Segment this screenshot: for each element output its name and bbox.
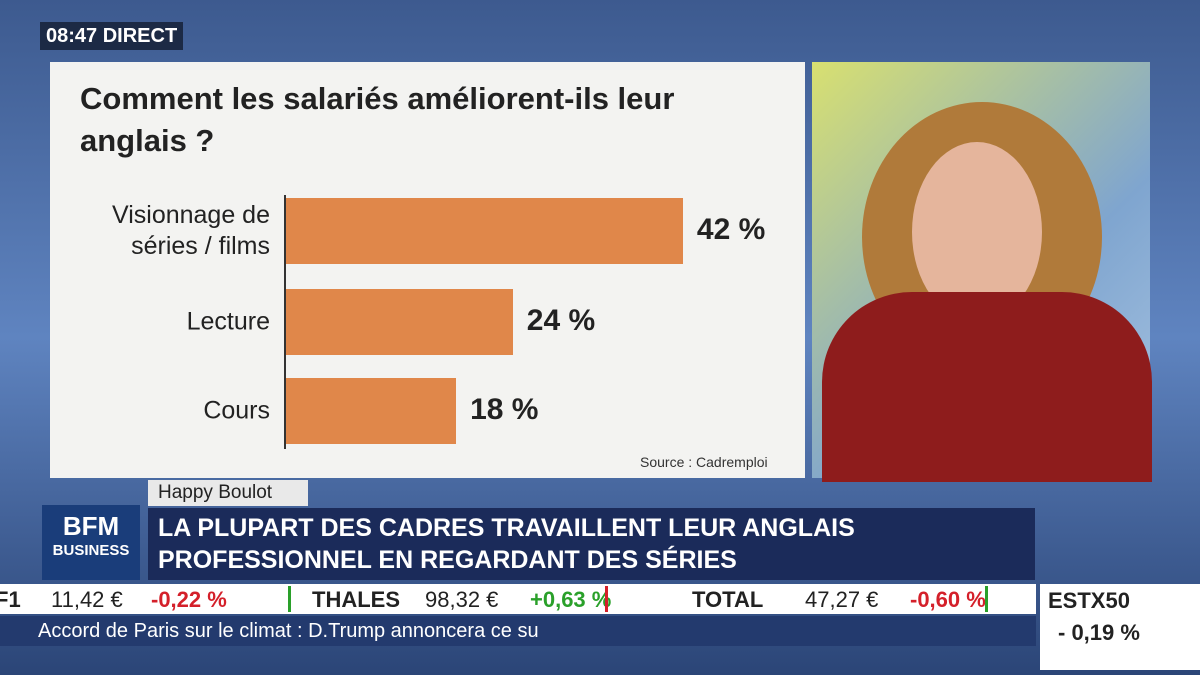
ticker-name: F1 xyxy=(0,587,21,612)
ticker-price: 11,42 € xyxy=(51,587,123,612)
ticker-change: -0,22 % xyxy=(151,587,227,612)
crawler: Accord de Paris sur le climat : D.Trump … xyxy=(0,616,1036,646)
category-label: Visionnage de séries / films xyxy=(111,201,270,260)
index-box: ESTX50 - 0,19 % xyxy=(1040,584,1200,670)
bar xyxy=(286,378,457,444)
logo-line: BFM xyxy=(62,511,120,541)
bar xyxy=(286,289,513,355)
value-axis-line xyxy=(284,195,286,449)
source: Source : Cadremploi xyxy=(640,454,768,470)
ticker-change: +0,63 % xyxy=(530,587,612,612)
chart-title: Comment les salariés améliorent-ils leur… xyxy=(80,81,675,158)
status: DIRECT xyxy=(102,25,178,47)
bar xyxy=(286,198,683,264)
ticker-separator xyxy=(605,586,608,612)
index-name: ESTX50 xyxy=(1048,588,1130,613)
value-label: 42 % xyxy=(696,213,766,246)
value-label: 24 % xyxy=(526,304,596,337)
ticker-name: TOTAL xyxy=(692,587,764,612)
program-label: Happy Boulot xyxy=(148,480,308,506)
logo: BFM BUSINESS xyxy=(42,505,140,580)
ticker-separator xyxy=(985,586,988,612)
ticker-price: 47,27 € xyxy=(805,587,879,612)
time: 08:47 xyxy=(46,25,98,47)
ticker-name: THALES xyxy=(312,587,400,612)
ticker-separator xyxy=(288,586,291,612)
index-change: - 0,19 % xyxy=(1058,620,1140,645)
ticker-price: 98,32 € xyxy=(425,587,499,612)
ticker-change: -0,60 % xyxy=(910,587,986,612)
ticker-row xyxy=(0,584,1036,614)
time-badge: 08:47 DIRECT xyxy=(40,22,184,50)
logo-line: BUSINESS xyxy=(52,542,130,559)
category-label: Cours xyxy=(203,396,270,425)
value-label: 18 % xyxy=(470,393,539,426)
headline: LA PLUPART DES CADRES TRAVAILLENT LEUR A… xyxy=(148,508,1035,580)
studio-person xyxy=(812,62,1152,482)
category-label: Lecture xyxy=(186,307,270,336)
